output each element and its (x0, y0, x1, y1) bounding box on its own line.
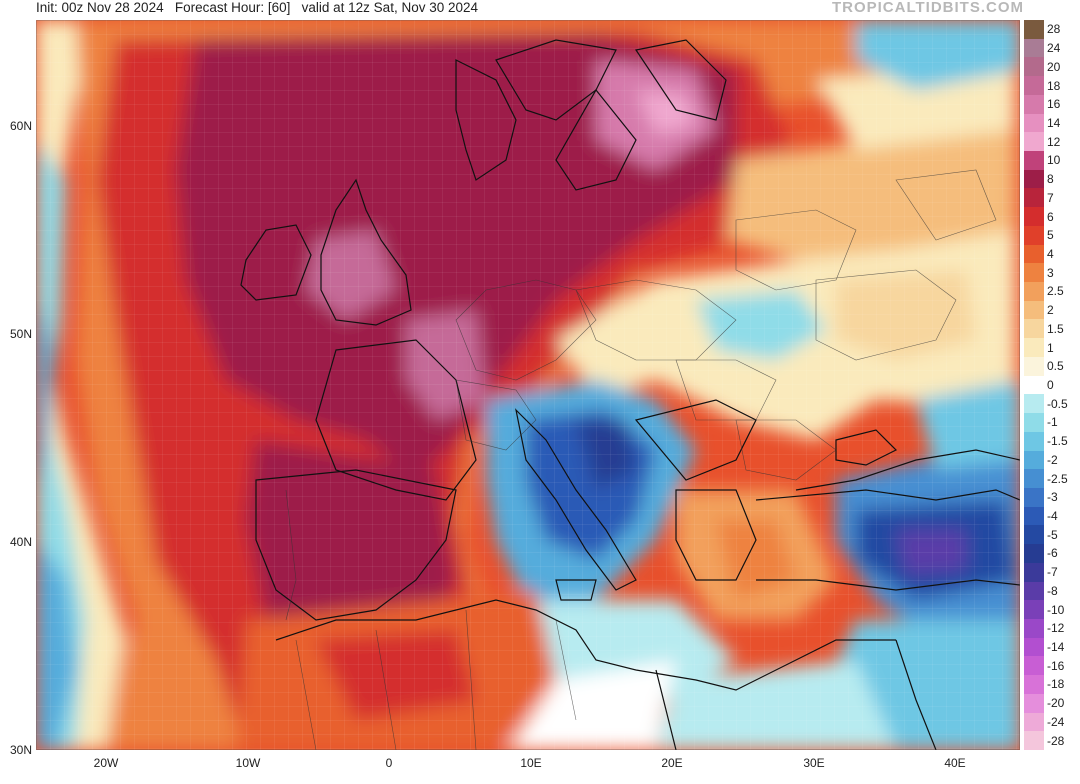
colorbar-label: 6 (1047, 209, 1054, 224)
colorbar-label: 1 (1047, 340, 1054, 355)
colorbar-label: 20 (1047, 59, 1061, 74)
colorbar-label: -5 (1047, 527, 1058, 542)
lon-label-30e: 30E (803, 756, 825, 770)
colorbar-swatch (1024, 20, 1044, 40)
colorbar-label: -0.5 (1047, 396, 1068, 411)
lon-label-20e: 20E (661, 756, 683, 770)
lon-label-0: 0 (385, 756, 393, 770)
colorbar-swatch (1024, 76, 1044, 96)
colorbar-swatch (1024, 375, 1044, 395)
colorbar-swatch (1024, 244, 1044, 264)
colorbar-swatch (1024, 431, 1044, 451)
colorbar-swatch (1024, 57, 1044, 77)
lat-label-50n: 50N (9, 327, 32, 341)
colorbar-swatch (1024, 525, 1044, 545)
colorbar-label: 3 (1047, 265, 1054, 280)
site-watermark: TROPICALTIDBITS.COM (831, 0, 1024, 16)
colorbar-label: -14 (1047, 640, 1065, 655)
colorbar-swatch (1024, 656, 1044, 676)
borders (285, 169, 997, 750)
colorbar-label: -12 (1047, 621, 1065, 636)
colorbar-label: -18 (1047, 677, 1065, 692)
colorbar-swatch (1024, 600, 1044, 620)
colorbar-swatch (1024, 282, 1044, 302)
colorbar-swatch (1024, 562, 1044, 583)
colorbar-swatch (1024, 94, 1044, 115)
colorbar-swatch (1024, 450, 1044, 470)
colorbar-label: -16 (1047, 658, 1065, 673)
colorbar-label: 14 (1047, 115, 1061, 130)
colorbar (1024, 20, 1044, 751)
colorbar-label: -1 (1047, 415, 1058, 430)
colorbar-swatch (1024, 38, 1044, 58)
lon-label-10e: 10E (520, 756, 542, 770)
colorbar-swatch (1024, 581, 1044, 601)
colorbar-swatch (1024, 413, 1044, 433)
colorbar-swatch (1024, 693, 1044, 714)
colorbar-label: 18 (1047, 78, 1061, 93)
colorbar-swatch (1024, 263, 1044, 283)
colorbar-label: -24 (1047, 714, 1065, 729)
colorbar-label: -7 (1047, 565, 1058, 580)
temperature-anomaly-map[interactable] (36, 20, 1020, 750)
colorbar-label: 10 (1047, 153, 1061, 168)
colorbar-swatch (1024, 225, 1044, 246)
lon-label-10w: 10W (235, 756, 261, 770)
colorbar-label: -2 (1047, 452, 1058, 467)
colorbar-swatch (1024, 207, 1044, 227)
colorbar-swatch (1024, 544, 1044, 564)
lat-label-40n: 40N (9, 535, 32, 549)
colorbar-swatch (1024, 712, 1044, 732)
colorbar-swatch (1024, 188, 1044, 208)
lon-label-40e: 40E (944, 756, 966, 770)
lat-label-30n: 30N (9, 743, 32, 757)
colorbar-swatch (1024, 132, 1044, 152)
lon-label-20w: 20W (93, 756, 119, 770)
colorbar-swatch (1024, 618, 1044, 639)
colorbar-swatch (1024, 487, 1044, 508)
colorbar-label: 16 (1047, 97, 1061, 112)
colorbar-label: 8 (1047, 172, 1054, 187)
map-frame (36, 20, 1020, 750)
colorbar-label: 1.5 (1047, 321, 1064, 336)
coastlines (240, 39, 1020, 750)
colorbar-label: 5 (1047, 228, 1054, 243)
colorbar-label: 4 (1047, 246, 1054, 261)
colorbar-swatch (1024, 469, 1044, 489)
colorbar-swatch (1024, 675, 1044, 695)
map-canvas (36, 20, 1020, 750)
colorbar-label: -28 (1047, 733, 1065, 748)
colorbar-swatch (1024, 151, 1044, 171)
colorbar-label: -8 (1047, 583, 1058, 598)
colorbar-label: -4 (1047, 509, 1058, 524)
colorbar-swatch (1024, 169, 1044, 189)
colorbar-label: 2.5 (1047, 284, 1064, 299)
colorbar-swatch (1024, 637, 1044, 657)
colorbar-swatch (1024, 506, 1044, 526)
colorbar-label: 12 (1047, 134, 1061, 149)
colorbar-swatch (1024, 338, 1044, 358)
colorbar-swatch (1024, 319, 1044, 339)
colorbar-label: -3 (1047, 490, 1058, 505)
colorbar-swatch (1024, 394, 1044, 414)
colorbar-label: -1.5 (1047, 434, 1068, 449)
colorbar-label: 0 (1047, 378, 1054, 392)
colorbar-label: -10 (1047, 602, 1065, 617)
colorbar-swatch (1024, 300, 1044, 320)
lat-label-60n: 60N (9, 119, 32, 133)
colorbar-swatch (1024, 731, 1044, 751)
colorbar-swatch (1024, 356, 1044, 377)
colorbar-label: -6 (1047, 546, 1058, 561)
colorbar-label: 0.5 (1047, 359, 1064, 374)
colorbar-label: 2 (1047, 303, 1054, 318)
forecast-info-text: Init: 00z Nov 28 2024 Forecast Hour: [60… (36, 0, 478, 15)
header-bar: Init: 00z Nov 28 2024 Forecast Hour: [60… (0, 0, 1080, 20)
colorbar-label: 24 (1047, 41, 1061, 56)
colorbar-label: -2.5 (1047, 471, 1068, 486)
colorbar-label: 7 (1047, 190, 1054, 205)
colorbar-label: 28 (1047, 22, 1061, 37)
colorbar-label: -20 (1047, 696, 1065, 711)
colorbar-swatch (1024, 113, 1044, 133)
